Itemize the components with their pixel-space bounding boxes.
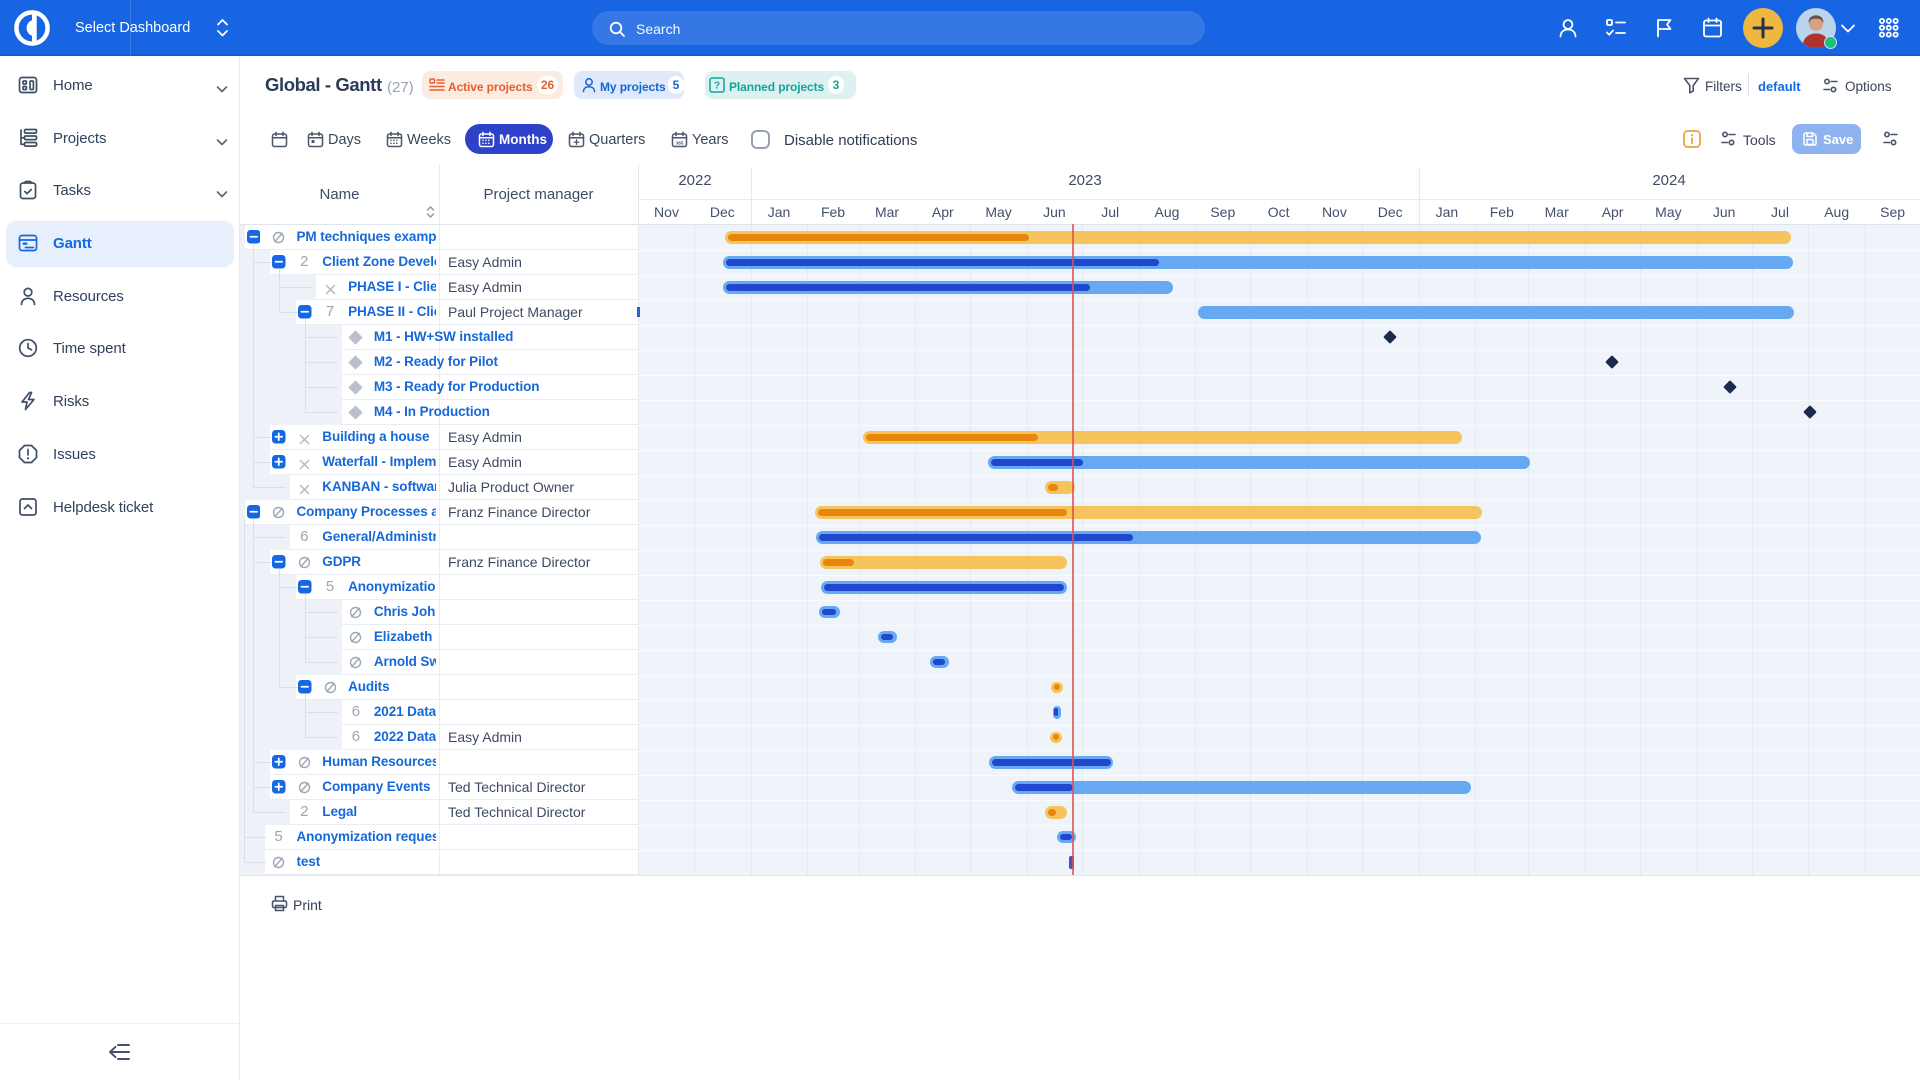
svg-text:?: ?	[714, 81, 720, 92]
svg-text:365: 365	[676, 141, 684, 146]
